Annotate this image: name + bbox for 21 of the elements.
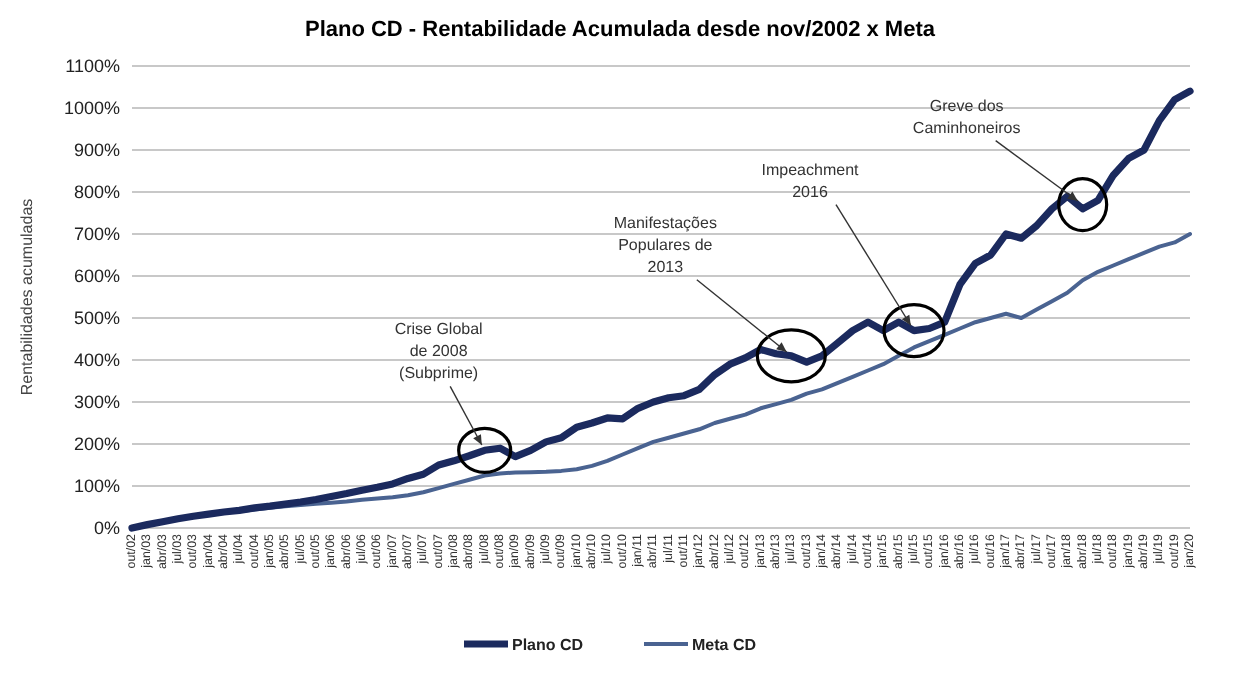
y-tick-label: 0% bbox=[93, 517, 120, 538]
y-tick-label: 600% bbox=[73, 265, 120, 286]
y-tick-label: 700% bbox=[73, 223, 120, 244]
y-tick-label: 200% bbox=[73, 433, 120, 454]
legend-label: Plano CD bbox=[512, 636, 584, 654]
line-series bbox=[128, 87, 1194, 532]
y-tick-label: 1100% bbox=[65, 55, 120, 76]
legend-label: Meta CD bbox=[692, 636, 757, 654]
y-tick-label: 400% bbox=[73, 349, 120, 370]
y-tick-label: 800% bbox=[73, 181, 120, 202]
y-tick-label: 900% bbox=[73, 139, 120, 160]
y-tick-label: 500% bbox=[73, 307, 120, 328]
y-axis-title: Rentabilidades acumuladas bbox=[18, 198, 36, 396]
chart-title: Plano CD - Rentabilidade Acumulada desde nov/2002 x Meta bbox=[304, 18, 937, 42]
annotation: Greve dos Caminhoneiros bbox=[912, 96, 1021, 137]
annotation: Impeachment 2016 bbox=[761, 160, 861, 201]
y-tick-label: 100% bbox=[73, 475, 120, 496]
y-tick-label: 300% bbox=[73, 391, 120, 412]
annotation: Manifestações Populares de 2013 bbox=[613, 213, 717, 276]
y-tick-label: 1000% bbox=[63, 97, 120, 118]
annotation: Crise Global de 2008 (Subprime) bbox=[394, 320, 484, 383]
